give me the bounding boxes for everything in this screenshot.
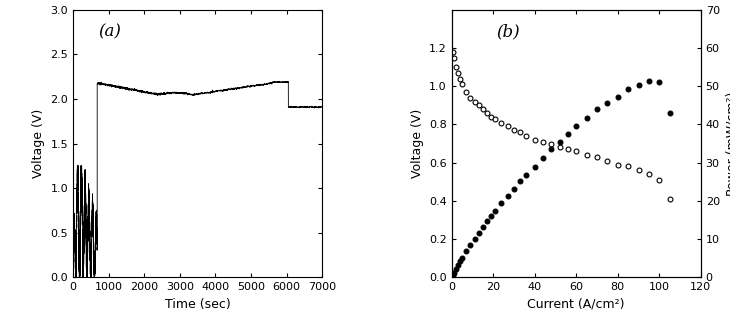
Text: (b): (b) [496,23,520,40]
Y-axis label: Voltage (V): Voltage (V) [410,109,423,178]
X-axis label: Current (A/cm²): Current (A/cm²) [528,298,625,311]
X-axis label: Time (sec): Time (sec) [165,298,231,311]
Y-axis label: Voltage (V): Voltage (V) [32,109,45,178]
Text: (a): (a) [98,23,120,40]
Y-axis label: Power (mW/cm²): Power (mW/cm²) [726,91,730,196]
